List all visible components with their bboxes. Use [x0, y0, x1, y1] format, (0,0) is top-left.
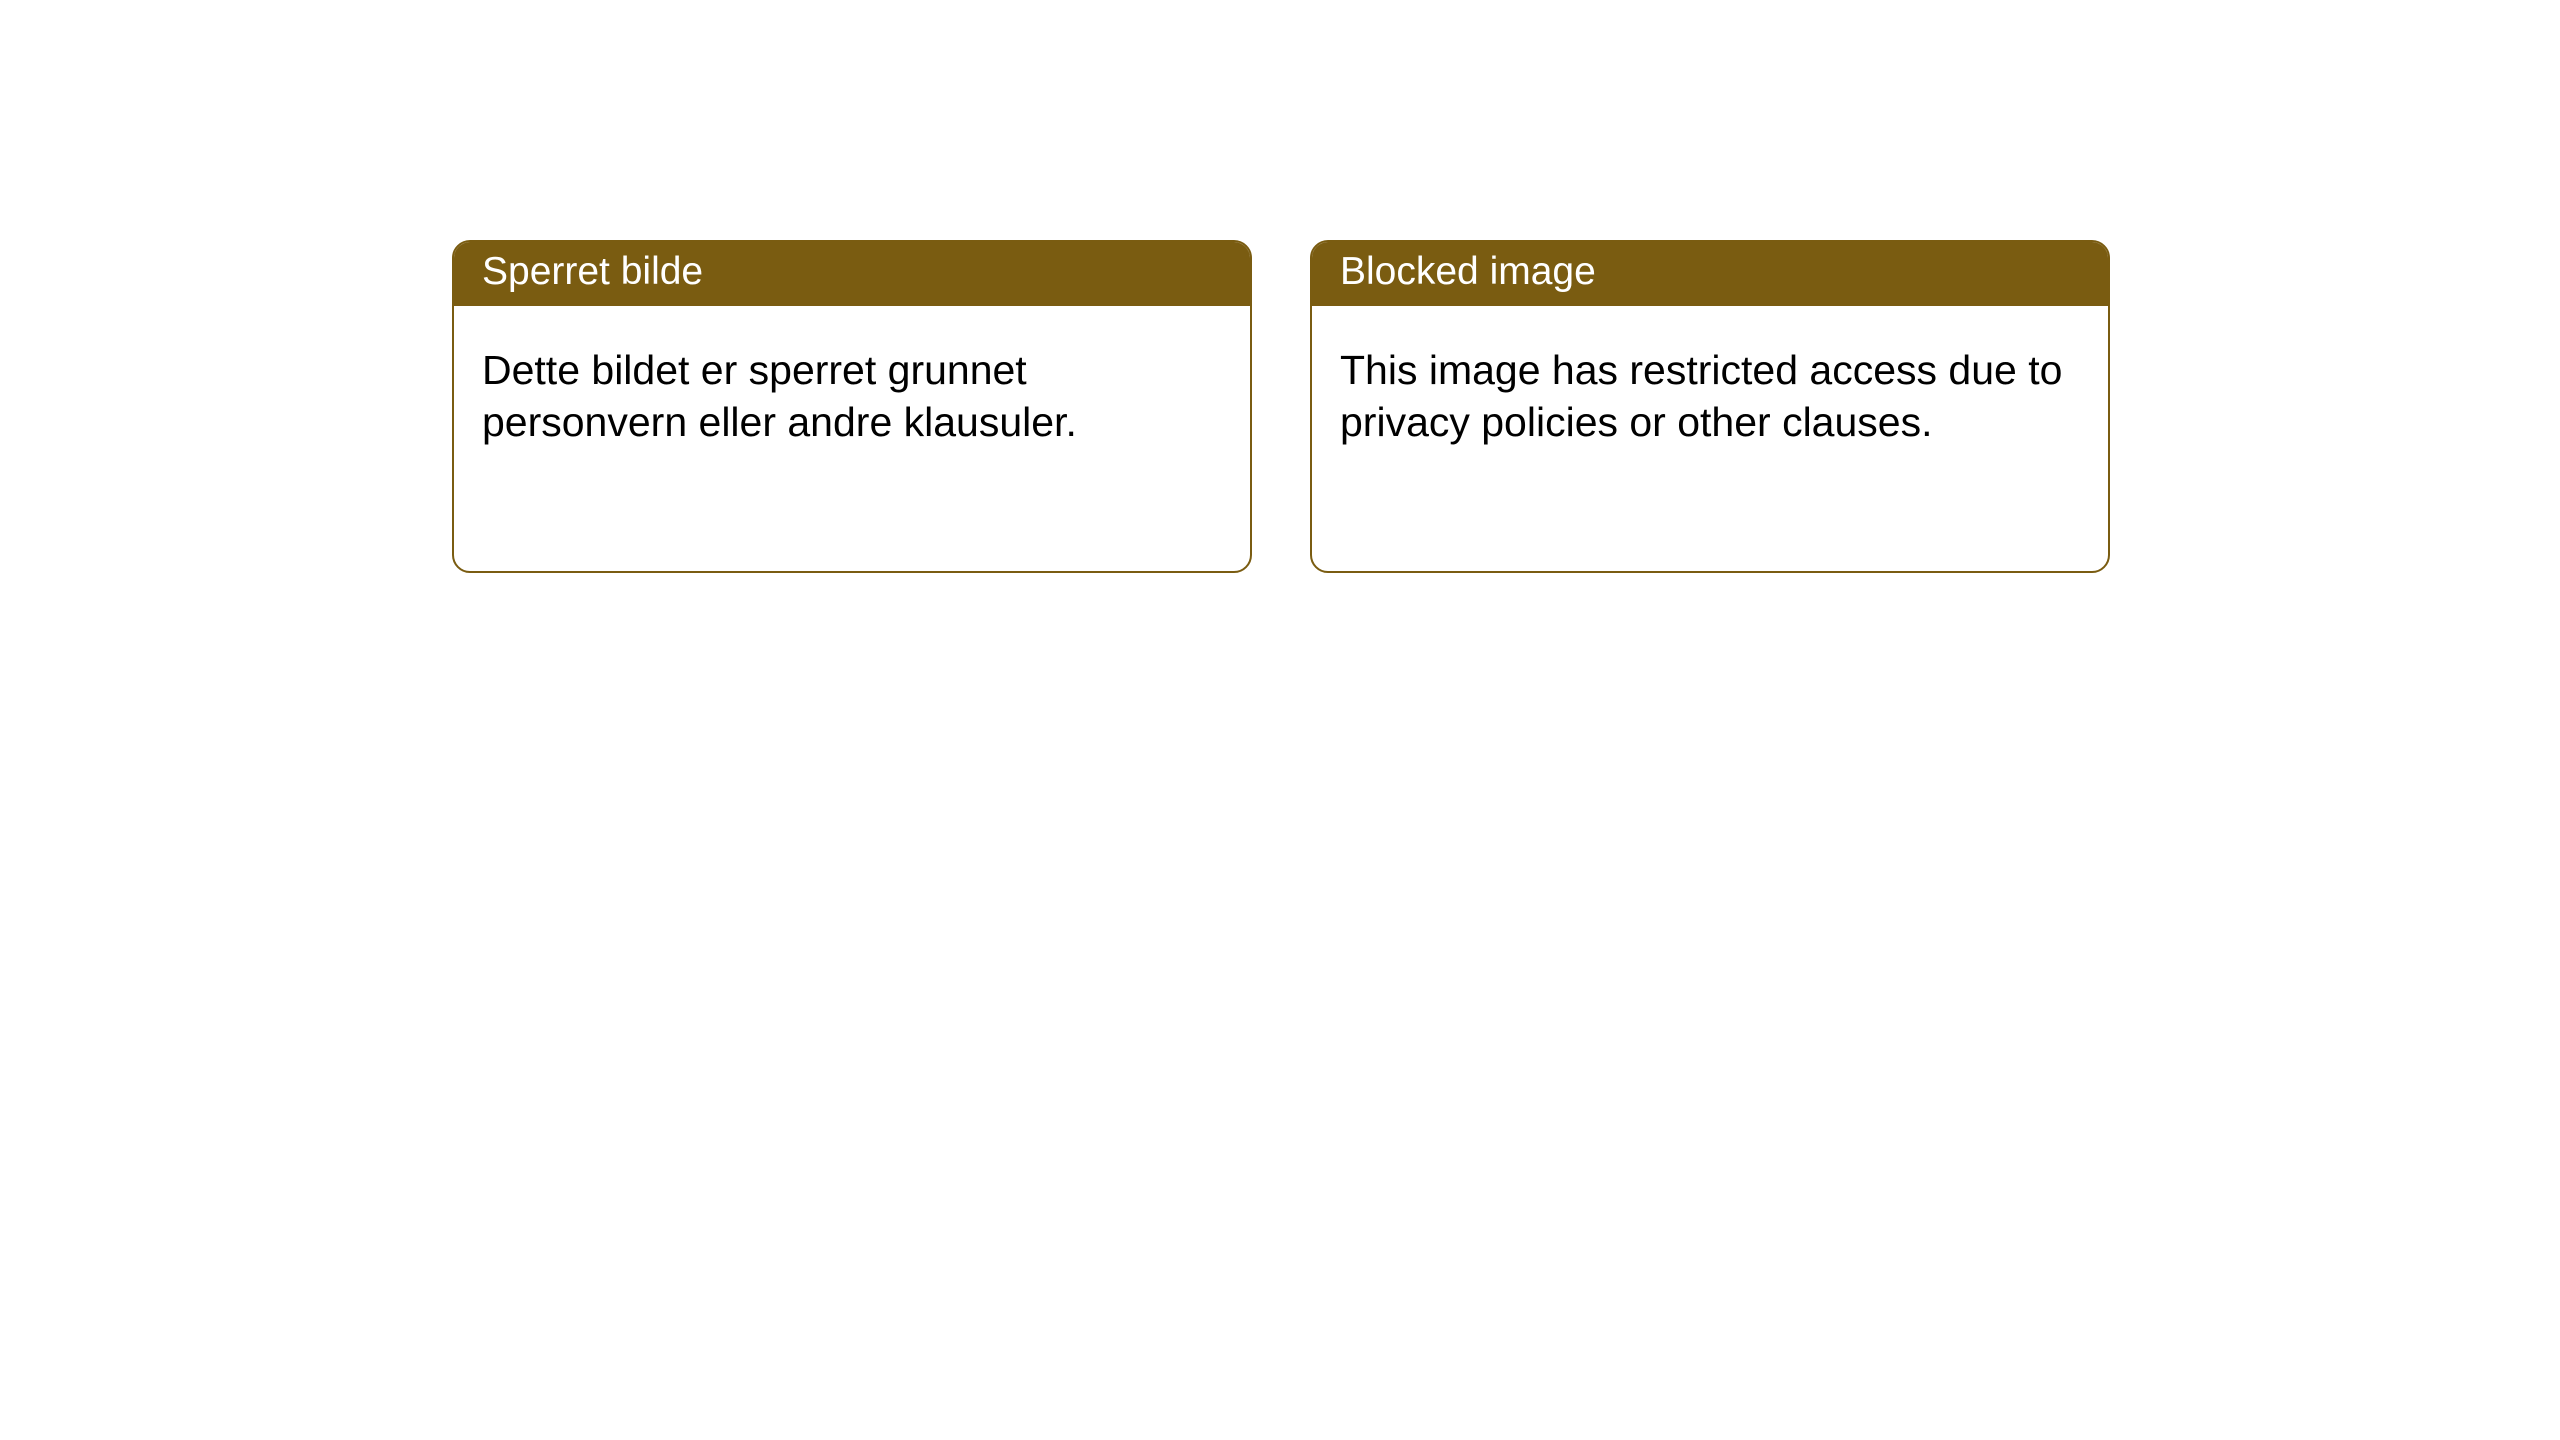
notice-card-body: This image has restricted access due to …	[1312, 306, 2108, 476]
notice-card-header: Blocked image	[1312, 242, 2108, 306]
notice-card-norwegian: Sperret bilde Dette bildet er sperret gr…	[452, 240, 1252, 573]
notice-card-header: Sperret bilde	[454, 242, 1250, 306]
notice-cards-container: Sperret bilde Dette bildet er sperret gr…	[452, 240, 2110, 573]
notice-card-english: Blocked image This image has restricted …	[1310, 240, 2110, 573]
notice-card-body: Dette bildet er sperret grunnet personve…	[454, 306, 1250, 476]
